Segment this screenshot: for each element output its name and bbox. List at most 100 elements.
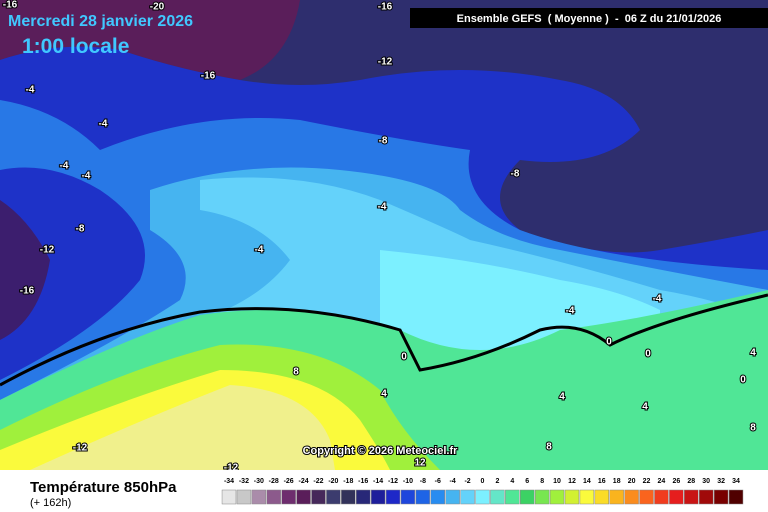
contour-label: 0 [740,375,746,386]
contour-label: 8 [546,442,552,453]
map-time: 1:00 locale [22,35,129,58]
contour-label: 4 [750,348,756,359]
legend-swatch [221,489,237,505]
model-box [410,8,768,28]
legend-swatch [460,489,475,505]
legend-swatch [698,489,714,505]
legend-label: 16 [598,478,606,485]
contour-label: -8 [76,224,85,235]
legend-label: 10 [553,478,561,485]
contour-label: 4 [381,389,387,400]
legend-swatch [520,489,535,505]
legend-swatch [490,489,505,505]
legend-label: 30 [702,478,710,485]
legend-swatch [415,489,431,505]
legend: -34 -32 -30 -28 -26 -24 -22 -20 -18 -16 -14 -12 -10-… [221,478,744,505]
legend-label: -6 [435,478,441,485]
legend-swatch [505,489,520,505]
legend-label: 18 [613,478,621,485]
contour-label: -4 [378,202,387,213]
legend-swatch [341,489,356,505]
contour-label: -4 [566,306,575,317]
legend-label: -30 [254,478,264,485]
legend-swatch [669,489,684,505]
contour-label: 0 [401,352,407,363]
legend-label: 8 [540,478,544,485]
contour-label: -8 [379,136,388,147]
legend-swatch [624,489,639,505]
legend-label: -18 [343,478,353,485]
legend-label: 26 [672,478,680,485]
legend-label: -8 [420,478,426,485]
legend-swatch [594,489,610,505]
legend-swatch [430,489,445,505]
legend-swatch [400,489,416,505]
legend-label: -28 [269,478,279,485]
legend-label: -14 [373,478,383,485]
legend-label: -16 [358,478,368,485]
variable-name: Température 850hPa [30,479,177,496]
legend-swatch [609,489,624,505]
contour-label: -16 [20,286,35,297]
legend-swatch [728,489,744,505]
legend-label: 24 [658,478,666,485]
contour-label: 0 [606,337,612,348]
contour-label: -8 [511,169,520,180]
contour-label: 4 [642,402,648,413]
contour-label: -4 [82,171,91,182]
legend-label: -10 [403,478,413,485]
legend-label: 28 [687,478,695,485]
legend-swatch [579,489,595,505]
legend-swatch [296,489,311,505]
legend-swatch [475,489,490,505]
model-info: Ensemble GEFS ( Moyenne ) - 06 Z du 21/0… [457,13,722,25]
contour-label: -4 [653,294,662,305]
legend-swatch [311,489,326,505]
map-date: Mercredi 28 janvier 2026 [8,13,193,30]
legend-label: -24 [298,478,308,485]
legend-label: 0 [481,478,485,485]
legend-swatch [445,489,460,505]
legend-swatch [534,489,550,505]
legend-swatch [251,489,267,505]
legend-swatch [713,489,729,505]
contour-label: -16 [201,71,216,82]
legend-label: 2 [495,478,499,485]
contour-label: -4 [99,119,108,130]
map-field [0,0,768,471]
legend-label: 20 [628,478,636,485]
legend-swatch [385,489,401,505]
contour-label: -16 [378,2,393,13]
legend-swatch [370,489,386,505]
legend-label: 12 [568,478,576,485]
legend-label: 34 [732,478,740,485]
legend-label: -32 [239,478,249,485]
legend-swatch [281,489,296,505]
legend-swatch [549,489,565,505]
legend-swatch [564,489,580,505]
legend-label: 32 [717,478,725,485]
legend-label: -22 [313,478,323,485]
contour-label: -12 [40,245,55,256]
contour-label: -20 [150,2,165,13]
contour-label: -4 [26,85,35,96]
contour-labels: -16 -20 -16 -16 -12 -4 -4 -4 -4 -8 -8 -4 -8 -12 -4 -16 -… [2,0,757,475]
legend-label: 6 [525,478,529,485]
contour-label: 0 [645,349,651,360]
legend-label: -2 [464,478,470,485]
contour-label: -12 [378,57,393,68]
contour-label: -4 [255,245,264,256]
legend-label: 4 [510,478,514,485]
legend-swatch [356,489,371,505]
contour-label: 4 [559,392,565,403]
legend-label: 22 [643,478,651,485]
legend-label: -26 [284,478,294,485]
copyright: Copyright © 2026 Meteociel.fr [303,445,459,457]
contour-label: 8 [293,367,299,378]
legend-swatch [266,489,281,505]
contour-label: 12 [414,458,426,469]
legend-swatch [684,489,699,505]
contour-label: -12 [73,443,88,454]
